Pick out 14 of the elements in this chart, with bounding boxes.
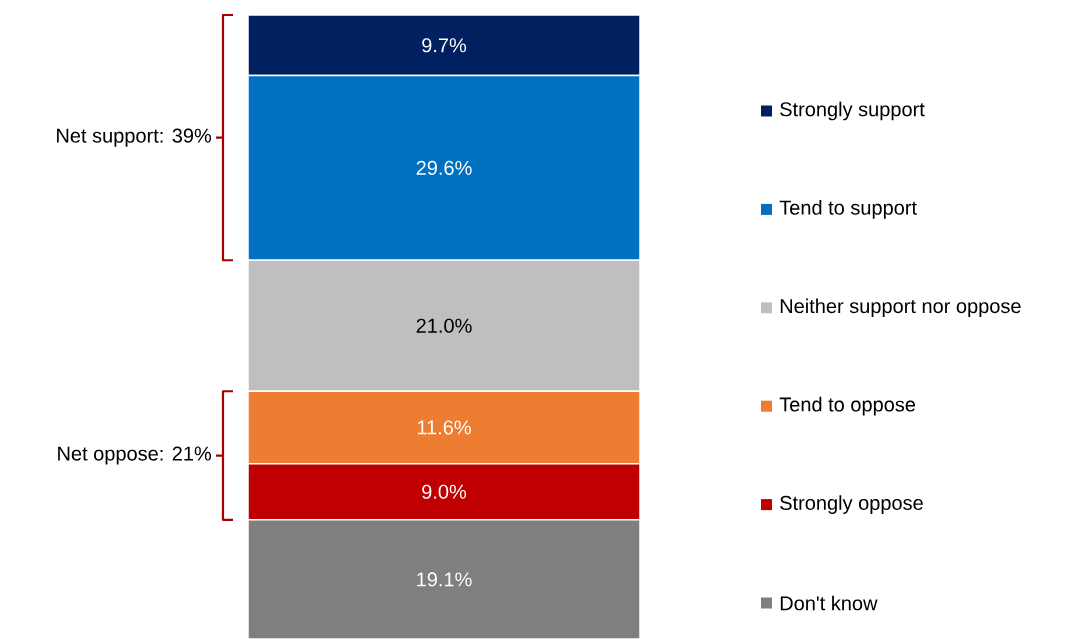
text: Net oppose: 21%	[58, 446, 212, 465]
data-label: 9.7%	[422, 38, 467, 53]
legend-label: Neither support nor oppose	[780, 298, 1021, 318]
legend-label: Don't know	[780, 595, 878, 611]
legend-label: Strongly oppose	[780, 495, 923, 514]
data-label: 19.1%	[417, 572, 472, 587]
text: Net support: 39%	[57, 128, 212, 147]
text: Tend to support	[779, 200, 917, 219]
legend-label: Strongly support	[780, 101, 925, 121]
data-label: 21.0%	[416, 318, 472, 333]
legend-label: Tend to oppose	[779, 396, 916, 416]
data-label: 9.0%	[422, 484, 467, 499]
data-label: 29.6%	[416, 160, 472, 175]
data-label: 11.6%	[417, 420, 471, 435]
